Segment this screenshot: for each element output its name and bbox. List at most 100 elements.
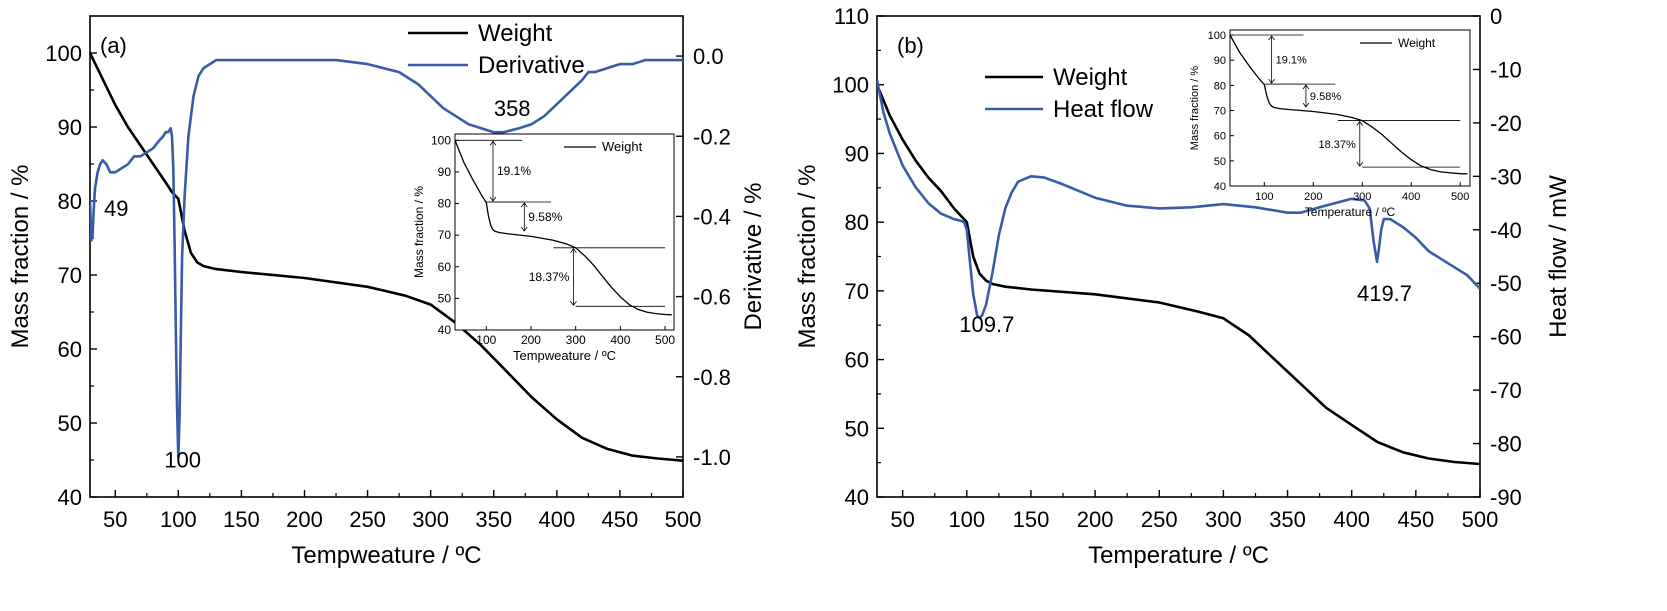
- y-right-axis-title: Derivative / %: [740, 182, 767, 330]
- inset-arrow-head: [1302, 84, 1310, 90]
- y-right-tick-label: -0.8: [693, 365, 731, 390]
- y-right-tick-label: -10: [1490, 57, 1522, 82]
- inset-arrow-head: [489, 196, 497, 202]
- y-right-tick-label: -20: [1490, 111, 1522, 136]
- y-tick-label: 40: [845, 485, 869, 510]
- inset-x-tick-label: 500: [655, 333, 675, 347]
- peak-annotation: 109.7: [959, 312, 1014, 337]
- y-right-tick-label: -0.4: [693, 204, 731, 229]
- inset-arrow-head: [1356, 120, 1364, 126]
- x-tick-label: 400: [1333, 507, 1370, 532]
- y-tick-label: 110: [834, 4, 869, 29]
- y-tick-label: 40: [58, 485, 82, 510]
- x-tick-label: 400: [538, 507, 575, 532]
- inset-x-axis-title: Tempweature / ºC: [513, 348, 616, 363]
- inset-y-tick-label: 40: [1214, 181, 1226, 193]
- y-tick-label: 100: [832, 73, 869, 98]
- inset-y-tick-label: 100: [431, 133, 451, 147]
- inset-y-tick-label: 90: [438, 165, 452, 179]
- inset-y-axis-title: Mass fraction / %: [412, 186, 426, 278]
- y-tick-label: 70: [845, 279, 869, 304]
- x-tick-label: 50: [890, 507, 914, 532]
- x-tick-label: 300: [412, 507, 449, 532]
- inset-y-tick-label: 50: [1214, 156, 1226, 168]
- inset-y-tick-label: 60: [1214, 131, 1226, 143]
- x-tick-label: 50: [103, 507, 127, 532]
- inset-y-tick-label: 60: [438, 260, 452, 274]
- inset-step-label: 9.58%: [528, 210, 562, 224]
- inset-series-line: [455, 140, 672, 316]
- inset-chart: 100 200 300 400 500 40 50 60 70 80 90 100 Tempweatur…: [412, 133, 675, 363]
- peak-annotation: 49: [104, 196, 128, 221]
- inset-series-line: [1230, 34, 1468, 175]
- x-tick-label: 450: [1397, 507, 1434, 532]
- inset-x-tick-label: 200: [1304, 191, 1322, 203]
- peak-annotation: 419.7: [1357, 281, 1412, 306]
- inset-frame: [454, 133, 675, 331]
- y-right-tick-label: -0.6: [693, 285, 731, 310]
- y-right-tick-label: -80: [1490, 432, 1522, 457]
- x-tick-label: 500: [1462, 507, 1499, 532]
- series-line-weight: [90, 52, 683, 462]
- inset-x-tick-label: 300: [1353, 191, 1371, 203]
- y-tick-label: 70: [58, 263, 82, 288]
- peak-annotation: 358: [494, 96, 531, 121]
- inset-x-axis-title: Temperature / ºC: [1305, 205, 1396, 219]
- y-right-tick-label: -90: [1490, 485, 1522, 510]
- y-tick-label: 90: [845, 141, 869, 166]
- panel-label: (b): [897, 33, 924, 58]
- y-right-tick-label: 0.0: [693, 44, 724, 69]
- inset-y-tick-label: 40: [438, 323, 452, 337]
- inset-step-label: 19.1%: [1276, 55, 1307, 67]
- inset-arrow-head: [489, 140, 497, 146]
- inset-arrow-head: [1302, 102, 1310, 108]
- peak-annotation: 100: [164, 447, 201, 472]
- y-tick-label: 50: [845, 416, 869, 441]
- inset-arrow-head: [1268, 35, 1275, 41]
- x-tick-label: 100: [160, 507, 197, 532]
- x-tick-label: 350: [475, 507, 512, 532]
- y-right-axis-title: Heat flow / mW: [1545, 175, 1572, 338]
- legend-label: Weight: [1053, 64, 1128, 91]
- x-tick-label: 250: [349, 507, 386, 532]
- inset-y-axis-title: Mass fraction / %: [1189, 66, 1201, 151]
- legend-label: Heat flow: [1053, 96, 1154, 123]
- x-tick-label: 150: [223, 507, 260, 532]
- inset-x-tick-label: 100: [1255, 191, 1273, 203]
- inset-y-tick-label: 100: [1208, 30, 1226, 42]
- inset-y-tick-label: 80: [1214, 80, 1226, 92]
- inset-x-tick-label: 200: [521, 333, 541, 347]
- y-tick-label: 50: [58, 411, 82, 436]
- y-right-tick-label: -60: [1490, 325, 1522, 350]
- inset-step-label: 19.1%: [497, 164, 531, 178]
- y-tick-label: 90: [58, 115, 82, 140]
- series-line-heat-flow: [877, 79, 1480, 320]
- series-line-weight: [877, 84, 1480, 466]
- y-tick-label: 60: [845, 348, 869, 373]
- y-right-tick-label: -40: [1490, 218, 1522, 243]
- inset-arrow-head: [520, 226, 528, 232]
- inset-x-tick-label: 300: [566, 333, 586, 347]
- y-right-tick-label: -50: [1490, 271, 1522, 296]
- chart-panel-b: 50 100 150 200 250 300 350 400 450 50040506070809…: [794, 4, 1572, 569]
- series-line-derivative: [90, 58, 683, 459]
- y-axis-title: Mass fraction / %: [794, 164, 821, 348]
- chart-panel-a: 50 100 150 200 250 300 350 400 450 500 40 50 60 70 80 9…: [7, 15, 767, 569]
- inset-y-tick-label: 70: [438, 228, 452, 242]
- x-axis-title: Tempweature / ºC: [291, 542, 481, 569]
- x-tick-label: 300: [1205, 507, 1242, 532]
- x-tick-label: 150: [1013, 507, 1050, 532]
- inset-x-tick-label: 400: [610, 333, 630, 347]
- x-tick-label: 250: [1141, 507, 1178, 532]
- y-right-tick-label: 0: [1490, 4, 1502, 29]
- inset-step-label: 9.58%: [1310, 91, 1341, 103]
- x-tick-label: 200: [1077, 507, 1114, 532]
- y-right-tick-label: -0.2: [693, 124, 731, 149]
- y-tick-label: 80: [58, 189, 82, 214]
- inset-step-label: 18.37%: [529, 270, 570, 284]
- plot-frame: [89, 15, 684, 498]
- x-tick-label: 200: [286, 507, 323, 532]
- y-tick-label: 100: [45, 41, 82, 66]
- inset-legend-label: Weight: [602, 139, 643, 154]
- inset-y-tick-label: 90: [1214, 55, 1226, 67]
